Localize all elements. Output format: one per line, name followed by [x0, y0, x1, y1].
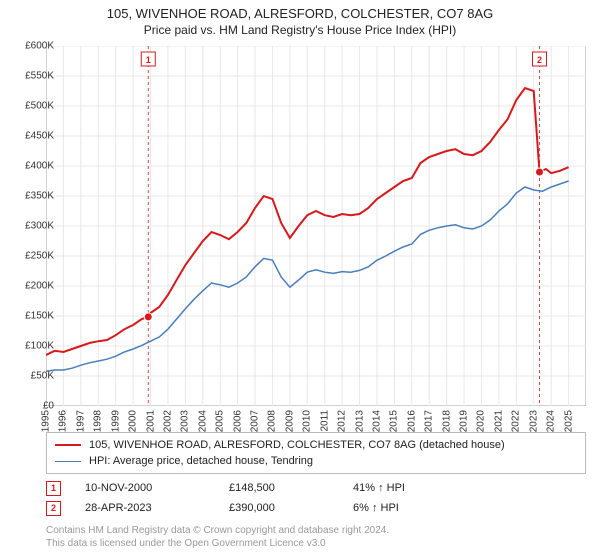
sale-price: £390,000	[229, 502, 329, 514]
x-tick-label: 2023	[528, 410, 539, 432]
x-tick-label: 2025	[563, 410, 574, 432]
x-tick-label: 1997	[75, 410, 86, 432]
y-tick-label: £300K	[25, 221, 54, 232]
disclaimer-line: Contains HM Land Registry data © Crown c…	[46, 524, 586, 537]
sale-date: 10-NOV-2000	[85, 482, 205, 494]
page-title: 105, WIVENHOE ROAD, ALRESFORD, COLCHESTE…	[0, 0, 600, 21]
y-tick-label: £250K	[25, 251, 54, 262]
y-tick-label: £150K	[25, 311, 54, 322]
x-tick-label: 2003	[180, 410, 191, 432]
svg-text:1: 1	[146, 55, 151, 65]
legend-label: 105, WIVENHOE ROAD, ALRESFORD, COLCHESTE…	[89, 439, 505, 451]
y-tick-label: £550K	[25, 71, 54, 82]
x-tick-label: 2015	[389, 410, 400, 432]
chart: 12	[46, 46, 586, 406]
sale-marker: 2	[46, 501, 61, 516]
disclaimer: Contains HM Land Registry data © Crown c…	[46, 524, 586, 550]
x-tick-label: 2020	[476, 410, 487, 432]
legend-item: HPI: Average price, detached house, Tend…	[55, 453, 577, 469]
x-tick-label: 2009	[284, 410, 295, 432]
legend-swatch	[55, 444, 81, 446]
x-tick-label: 2017	[424, 410, 435, 432]
x-tick-label: 2006	[232, 410, 243, 432]
x-tick-label: 2014	[371, 410, 382, 432]
x-tick-label: 1998	[93, 410, 104, 432]
x-tick-label: 2002	[162, 410, 173, 432]
y-tick-label: £500K	[25, 101, 54, 112]
sale-pct: 6% ↑ HPI	[353, 502, 399, 514]
y-tick-label: £450K	[25, 131, 54, 142]
x-tick-label: 2016	[406, 410, 417, 432]
x-tick-label: 2011	[319, 410, 330, 432]
sale-date: 28-APR-2023	[85, 502, 205, 514]
x-tick-label: 2022	[511, 410, 522, 432]
x-tick-label: 2021	[493, 410, 504, 432]
sale-row: 2 28-APR-2023 £390,000 6% ↑ HPI	[46, 498, 586, 518]
x-tick-label: 2024	[546, 410, 557, 432]
legend-label: HPI: Average price, detached house, Tend…	[89, 455, 313, 467]
x-tick-label: 2013	[354, 410, 365, 432]
svg-text:2: 2	[537, 55, 542, 65]
y-tick-label: £350K	[25, 191, 54, 202]
y-tick-label: £100K	[25, 341, 54, 352]
y-tick-label: £50K	[31, 371, 54, 382]
x-tick-label: 2018	[441, 410, 452, 432]
x-tick-label: 2019	[459, 410, 470, 432]
y-tick-label: £600K	[25, 41, 54, 52]
y-tick-label: £200K	[25, 281, 54, 292]
legend-swatch	[55, 461, 81, 462]
legend-item: 105, WIVENHOE ROAD, ALRESFORD, COLCHESTE…	[55, 437, 577, 453]
sale-row: 1 10-NOV-2000 £148,500 41% ↑ HPI	[46, 478, 586, 498]
x-tick-label: 2001	[145, 410, 156, 432]
sale-pct: 41% ↑ HPI	[353, 482, 405, 494]
x-tick-label: 2008	[267, 410, 278, 432]
disclaimer-line: This data is licensed under the Open Gov…	[46, 537, 586, 550]
x-tick-label: 1995	[41, 410, 52, 432]
x-tick-label: 1996	[58, 410, 69, 432]
x-tick-label: 2000	[128, 410, 139, 432]
sales-table: 1 10-NOV-2000 £148,500 41% ↑ HPI 2 28-APR-202…	[46, 478, 586, 518]
x-tick-label: 2010	[302, 410, 313, 432]
x-tick-label: 1999	[110, 410, 121, 432]
sale-marker: 1	[46, 481, 61, 496]
x-tick-label: 2012	[337, 410, 348, 432]
x-tick-label: 2004	[197, 410, 208, 432]
legend: 105, WIVENHOE ROAD, ALRESFORD, COLCHESTE…	[46, 432, 586, 474]
x-tick-label: 2005	[215, 410, 226, 432]
page-subtitle: Price paid vs. HM Land Registry's House …	[0, 21, 600, 37]
sale-price: £148,500	[229, 482, 329, 494]
x-tick-label: 2007	[250, 410, 261, 432]
y-tick-label: £400K	[25, 161, 54, 172]
